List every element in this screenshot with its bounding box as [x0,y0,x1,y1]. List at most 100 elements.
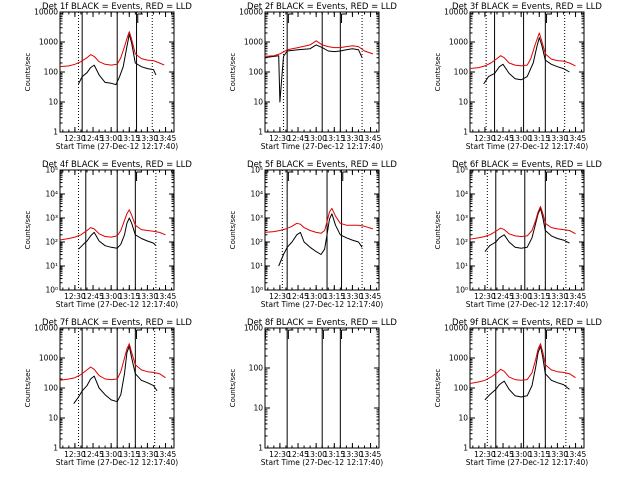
lld-series-line [60,209,166,241]
plot-frame [469,11,585,133]
flag-marker [287,13,294,23]
panel-p5: Det 5f BLACK = Events, RED = LLD 10⁰ 10¹ 10… [229,160,397,309]
y-tick-label: 10 [458,414,468,423]
panel-p7: Det 7f BLACK = Events, RED = LLD 1 10 100 10… [24,318,192,467]
x-tick-label: 13:15 [118,292,140,301]
events-series-line [78,33,157,86]
x-axis-label: Start Time (27-Dec-12 12:17:40) [56,142,178,151]
x-tick-label: 12:30 [269,450,291,459]
x-tick-label: 13:30 [342,450,364,459]
y-tick-label: 1 [258,128,263,137]
y-tick-label: 1000 [244,324,263,333]
flag-marker [137,13,143,23]
y-tick-label: 100 [454,68,469,77]
y-axis-label: Counts/sec [24,369,32,408]
y-tick-label: 10000 [239,8,263,17]
x-tick-label: 12:45 [287,134,309,143]
x-axis-label: Start Time (27-Dec-12 12:17:40) [261,142,383,151]
y-tick-label: 100 [44,68,59,77]
flag-marker [264,329,271,339]
x-axis-label: Start Time (27-Dec-12 12:17:40) [466,142,588,151]
lld-series-line [470,32,576,70]
panel-p3: Det 3f BLACK = Events, RED = LLD 1 10 100 10… [434,2,602,151]
y-tick-label: 10³ [250,214,263,223]
y-tick-label: 10² [250,238,263,247]
x-tick-label: 13:30 [137,450,159,459]
x-tick-label: 12:45 [287,292,309,301]
x-tick-label: 13:00 [510,292,532,301]
x-axis-label: Start Time (27-Dec-12 12:17:40) [466,300,588,309]
x-tick-label: 12:45 [492,134,514,143]
x-tick-label: 13:15 [323,292,345,301]
flag-marker [546,329,552,339]
panel-title: Det 8f BLACK = Events, RED = LLD [247,318,397,328]
x-tick-label: 13:15 [118,134,140,143]
y-axis-label: Counts/sec [24,211,32,250]
x-tick-label: 12:30 [269,292,291,301]
x-tick-label: 13:30 [547,134,569,143]
y-tick-label: 10⁴ [455,190,468,199]
panel-p4: Det 4f BLACK = Events, RED = LLD 10⁰ 10¹ 10… [24,160,192,309]
y-axis-label: Counts/sec [434,53,442,92]
y-tick-label: 10² [45,238,58,247]
panel-p9: Det 9f BLACK = Events, RED = LLD 1 10 100 10… [434,318,602,467]
y-axis-label: Counts/sec [229,211,237,250]
y-tick-label: 1 [53,128,58,137]
lld-series-line [470,206,576,240]
x-tick-label: 13:30 [342,292,364,301]
x-tick-label: 12:30 [474,450,496,459]
flag-marker [287,171,294,181]
x-axis-label: Start Time (27-Dec-12 12:17:40) [261,458,383,467]
x-tick-label: 12:30 [64,450,86,459]
events-series-line [484,345,570,401]
y-tick-label: 10⁴ [250,190,263,199]
events-series-line [278,213,363,267]
x-tick-label: 12:45 [82,450,104,459]
panel-title: Det 9f BLACK = Events, RED = LLD [452,318,602,328]
lld-series-line [60,31,165,68]
events-series-line [78,217,157,250]
x-axis-label: Start Time (27-Dec-12 12:17:40) [466,458,588,467]
events-series-line [73,345,158,404]
y-tick-label: 10000 [444,324,468,333]
x-tick-label: 13:00 [100,134,122,143]
flag-marker [546,171,552,181]
x-tick-label: 13:30 [137,292,159,301]
x-tick-label: 13:00 [100,292,122,301]
x-tick-label: 13:30 [137,134,159,143]
y-tick-label: 1 [463,444,468,453]
panel-title: Det 6f BLACK = Events, RED = LLD [452,160,602,170]
x-tick-label: 13:45 [155,450,177,459]
panel-p6: Det 6f BLACK = Events, RED = LLD 10⁰ 10¹ 10… [434,160,602,309]
x-tick-label: 13:00 [100,450,122,459]
panel-title: Det 7f BLACK = Events, RED = LLD [42,318,192,328]
y-tick-label: 10⁰ [455,286,468,295]
y-tick-label: 10 [48,414,58,423]
y-tick-label: 10⁵ [250,166,263,175]
panel-title: Det 5f BLACK = Events, RED = LLD [247,160,397,170]
x-tick-label: 13:15 [118,450,140,459]
x-tick-label: 12:45 [82,292,104,301]
y-tick-label: 10⁵ [455,166,468,175]
x-tick-label: 13:30 [547,292,569,301]
y-tick-label: 1000 [39,354,58,363]
x-axis-label: Start Time (27-Dec-12 12:17:40) [56,300,178,309]
x-tick-label: 13:45 [155,134,177,143]
x-tick-label: 12:45 [287,450,309,459]
y-axis-label: Counts/sec [434,211,442,250]
flag-marker [136,329,142,339]
events-series-line [483,37,570,85]
x-tick-label: 13:15 [528,292,550,301]
panel-p1: Det 1f BLACK = Events, RED = LLD 1 10 100 10… [24,2,192,151]
flag-marker [341,13,347,23]
lld-series-line [265,207,374,234]
x-tick-label: 12:30 [64,292,86,301]
flag-marker [342,171,348,181]
y-tick-label: 1 [53,444,58,453]
y-tick-label: 100 [249,364,264,373]
y-tick-label: 10000 [34,8,58,17]
x-tick-label: 12:30 [64,134,86,143]
x-tick-label: 13:00 [305,450,327,459]
x-tick-label: 12:45 [492,292,514,301]
panel-p2: Det 2f BLACK = Events, RED = LLD 1 10 100 10… [229,2,397,151]
